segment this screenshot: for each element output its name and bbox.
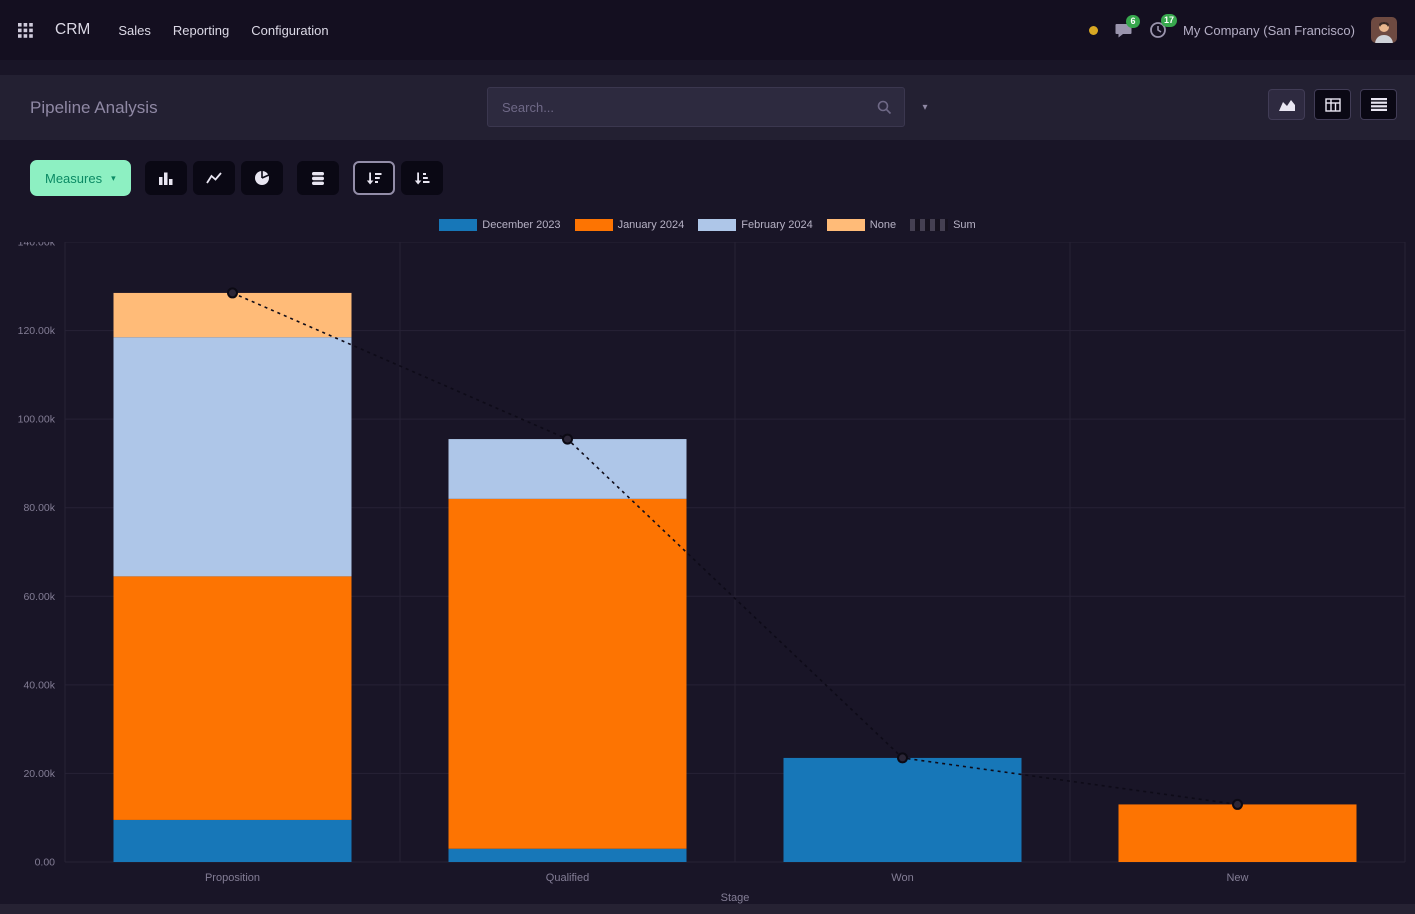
sum-point	[897, 752, 908, 764]
chart-legend: December 2023 January 2024 February 2024 No…	[0, 219, 1415, 231]
search-icon	[877, 100, 892, 114]
app-name[interactable]: CRM	[55, 21, 91, 38]
control-panel: Pipeline Analysis ▾	[0, 75, 1415, 140]
status-dot-icon	[1089, 25, 1099, 35]
bar-segment[interactable]	[448, 848, 687, 862]
area-chart-icon	[1278, 99, 1295, 111]
x-tick-label: Proposition	[205, 872, 260, 884]
page-title: Pipeline Analysis	[30, 97, 158, 117]
measures-label: Measures	[45, 170, 103, 186]
sort-amount-asc-icon	[414, 172, 430, 184]
speech-bubble-icon	[1115, 23, 1132, 37]
sum-point	[562, 433, 573, 445]
bar-segment[interactable]	[113, 819, 352, 862]
chevron-down-icon: ▾	[922, 101, 928, 113]
activities-badge: 17	[1161, 14, 1178, 27]
legend-swatch	[439, 219, 478, 231]
pie-chart-button[interactable]	[240, 161, 283, 195]
stacked-layers-icon	[311, 171, 324, 185]
legend-swatch	[826, 219, 865, 231]
apps-menu-button[interactable]	[18, 22, 33, 38]
x-tick-label: Won	[891, 872, 913, 884]
legend-item: December 2023	[439, 219, 561, 231]
line-chart-button[interactable]	[192, 161, 235, 195]
legend-label: None	[869, 219, 897, 231]
stacked-toggle-button[interactable]	[296, 161, 339, 195]
search-bar[interactable]	[487, 87, 905, 127]
y-tick-label: 140.00k	[18, 242, 56, 249]
legend-label: December 2023	[482, 219, 561, 231]
avatar[interactable]	[1371, 17, 1397, 43]
menu-configuration[interactable]: Configuration	[251, 22, 329, 38]
legend-swatch	[698, 219, 737, 231]
y-tick-label: 100.00k	[18, 414, 56, 426]
x-axis-title: Stage	[721, 892, 750, 904]
top-navbar: CRM Sales Reporting Configuration 6 17 M…	[0, 0, 1415, 60]
horizontal-scrollbar[interactable]	[0, 904, 1415, 914]
view-graph-button[interactable]	[1268, 89, 1305, 120]
measures-button[interactable]: Measures ▾	[30, 160, 131, 196]
y-tick-label: 80.00k	[23, 502, 55, 514]
sort-amount-desc-icon	[366, 172, 382, 184]
activities-button[interactable]: 17	[1149, 14, 1178, 39]
sort-descending-button[interactable]	[352, 161, 395, 195]
y-tick-label: 60.00k	[23, 591, 55, 603]
view-list-button[interactable]	[1360, 89, 1397, 120]
chart-toolbar: Measures ▾	[30, 160, 443, 196]
legend-label: February 2024	[741, 219, 813, 231]
y-tick-label: 0.00	[35, 857, 56, 869]
bar-segment[interactable]	[448, 498, 687, 849]
legend-item: January 2024	[574, 219, 685, 231]
apps-grid-icon	[18, 22, 33, 38]
legend-label: Sum	[953, 219, 976, 231]
messages-button[interactable]: 6	[1114, 14, 1141, 39]
legend-swatch	[574, 219, 613, 231]
sum-line	[232, 292, 1238, 806]
messages-badge: 6	[1126, 14, 1141, 28]
list-icon	[1370, 98, 1387, 111]
bar-chart-button[interactable]	[144, 161, 187, 195]
bar-segment[interactable]	[113, 337, 352, 577]
y-tick-label: 120.00k	[18, 325, 56, 337]
bar-chart-icon	[158, 172, 173, 185]
view-pivot-button[interactable]	[1314, 89, 1351, 120]
pie-chart-icon	[254, 170, 269, 185]
y-tick-label: 20.00k	[23, 768, 55, 780]
line-chart-icon	[205, 172, 222, 184]
search-filters-toggle[interactable]: ▾	[911, 87, 939, 127]
legend-item: Sum	[910, 219, 976, 231]
clock-icon	[1150, 22, 1166, 38]
legend-item: February 2024	[698, 219, 813, 231]
bar-segment[interactable]	[113, 292, 352, 338]
bar-segment[interactable]	[1118, 804, 1357, 862]
x-tick-label: New	[1226, 872, 1248, 884]
sum-point	[1232, 798, 1243, 810]
company-switcher[interactable]: My Company (San Francisco)	[1183, 22, 1355, 38]
bar-segment[interactable]	[113, 576, 352, 820]
pivot-table-icon	[1324, 97, 1341, 112]
bar-segment[interactable]	[783, 757, 1022, 862]
bar-segment[interactable]	[448, 439, 687, 499]
view-switcher	[1268, 89, 1397, 120]
avatar-image	[1371, 17, 1397, 43]
legend-swatch	[910, 219, 949, 231]
menu-reporting[interactable]: Reporting	[172, 22, 230, 38]
legend-label: January 2024	[617, 219, 685, 231]
menu-sales[interactable]: Sales	[118, 22, 151, 38]
chevron-down-icon: ▾	[111, 172, 116, 183]
y-tick-label: 40.00k	[23, 679, 55, 691]
sort-ascending-button[interactable]	[400, 161, 443, 195]
pipeline-analysis-chart: 0.00 20.00k 40.00k 60.00k 80.00k 100.00k 120.0…	[18, 242, 1406, 904]
sum-point	[227, 287, 238, 299]
legend-item: None	[826, 219, 897, 231]
x-tick-label: Qualified	[546, 872, 589, 884]
search-input[interactable]	[500, 98, 877, 116]
